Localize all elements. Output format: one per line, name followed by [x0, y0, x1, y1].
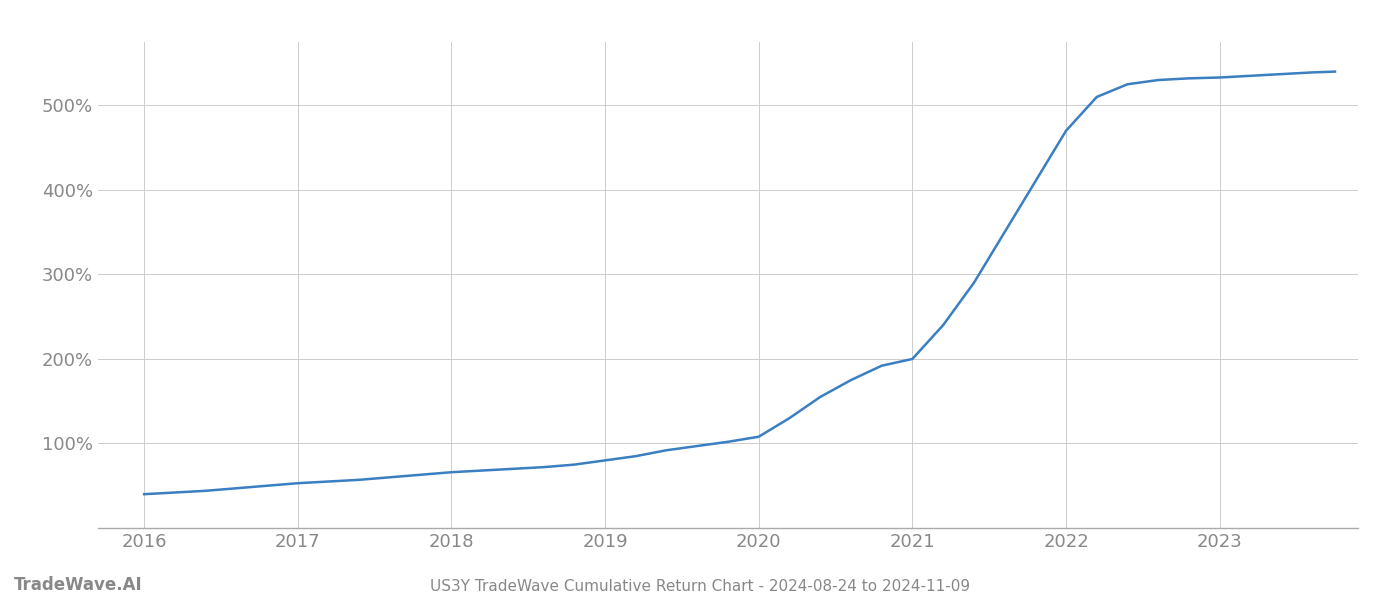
Text: TradeWave.AI: TradeWave.AI — [14, 576, 143, 594]
Text: US3Y TradeWave Cumulative Return Chart - 2024-08-24 to 2024-11-09: US3Y TradeWave Cumulative Return Chart -… — [430, 579, 970, 594]
